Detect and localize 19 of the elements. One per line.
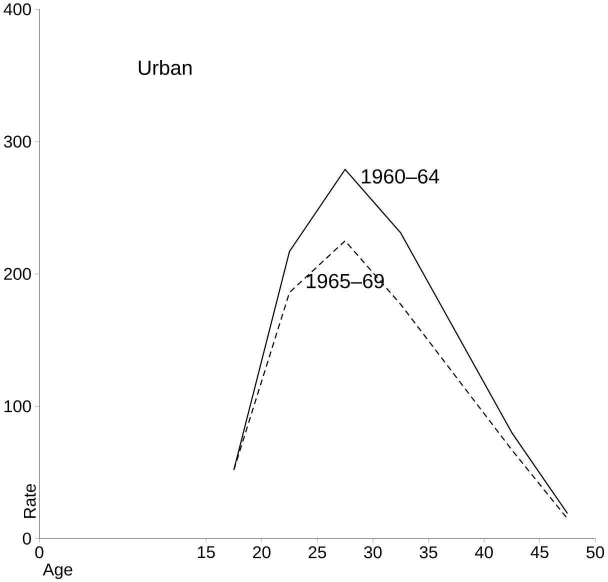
x-tick-label: 0 xyxy=(35,546,44,558)
x-tick-label: 35 xyxy=(420,546,438,558)
x-tick-label: 15 xyxy=(198,546,215,558)
x-tick-label: 45 xyxy=(530,546,548,558)
x-tick-label: 25 xyxy=(308,546,326,558)
x-tick-label: 20 xyxy=(253,546,270,558)
series-label: 1965–69 xyxy=(306,274,384,288)
text: Urban xyxy=(138,60,192,75)
x-tick-label: 40 xyxy=(475,546,493,558)
x-tick-label: 50 xyxy=(586,546,604,558)
x-tick-label: 30 xyxy=(364,546,382,558)
series-label: 1960–64 xyxy=(362,169,440,184)
y-axis-title: Rate xyxy=(24,484,36,518)
y-tick-label: 100 xyxy=(4,400,31,412)
y-tick-label: 0 xyxy=(22,532,31,545)
x-axis-title: Age xyxy=(42,564,72,579)
y-tick-label: 300 xyxy=(4,136,31,148)
y-tick-label: 400 xyxy=(4,3,31,16)
y-tick-label: 200 xyxy=(4,268,31,280)
